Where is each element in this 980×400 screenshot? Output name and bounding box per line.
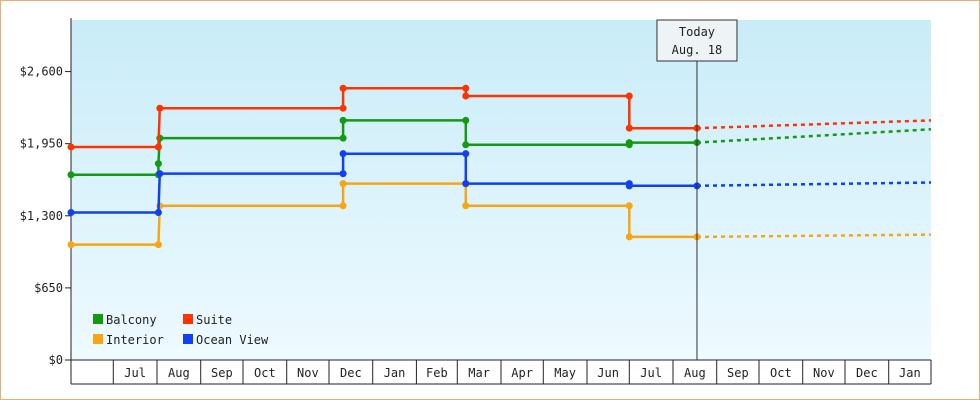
series-forecast-interior (696, 233, 932, 239)
x-tick-label: Nov (813, 366, 835, 380)
x-tick-label: Dec (340, 366, 362, 380)
x-tick-label: Feb (426, 366, 448, 380)
series-lines (67, 84, 932, 249)
data-point (625, 182, 633, 190)
data-point (625, 92, 633, 100)
legend-label: Interior (106, 333, 164, 347)
axes: $0 $650 $1,300 $1,950 $2,600 Jul Aug Sep Oct Nov D… (20, 18, 932, 385)
y-tick-label: $650 (34, 281, 63, 295)
x-tick-label: Nov (297, 366, 319, 380)
data-point (625, 139, 633, 147)
data-point (154, 208, 162, 216)
legend-label: Balcony (106, 313, 157, 327)
data-point (625, 233, 633, 241)
data-point (339, 180, 347, 188)
y-tick-label: $0 (49, 353, 63, 367)
series-forecast-ocean-view (696, 181, 932, 188)
data-point (339, 170, 347, 178)
data-point (154, 160, 162, 168)
x-tick-label: Jul (640, 366, 662, 380)
data-point (339, 84, 347, 92)
x-tick-label: Jan (899, 366, 921, 380)
data-point (339, 202, 347, 210)
x-tick-label: Oct (254, 366, 276, 380)
data-point (67, 208, 75, 216)
x-tick-label: Oct (770, 366, 792, 380)
data-point (462, 180, 470, 188)
data-point (67, 241, 75, 249)
data-point (67, 143, 75, 151)
x-tick-label: Dec (856, 366, 878, 380)
x-tick-label: May (554, 366, 576, 380)
data-point (156, 170, 164, 178)
x-tick-label: Sep (211, 366, 233, 380)
today-label-box (656, 19, 738, 62)
y-tick-label: $1,300 (20, 209, 63, 223)
series-line-interior (71, 182, 697, 246)
data-point (67, 171, 75, 179)
legend-swatch (183, 314, 193, 324)
x-tick-label: Jun (597, 366, 619, 380)
legend-label: Ocean View (196, 333, 269, 347)
legend-label: Suite (196, 313, 232, 327)
y-tick-label: $2,600 (20, 65, 63, 79)
data-point (462, 84, 470, 92)
data-point (156, 104, 164, 112)
data-point (154, 143, 162, 151)
data-point (462, 141, 470, 149)
x-tick-label: Mar (468, 366, 490, 380)
data-point (462, 202, 470, 210)
data-point (462, 92, 470, 100)
data-point (339, 134, 347, 142)
data-point (625, 202, 633, 210)
today-marker: Today Aug. 18 (656, 19, 738, 360)
series-forecast-balcony (696, 128, 932, 144)
data-point (339, 104, 347, 112)
series-line-suite (71, 86, 697, 149)
data-point (462, 150, 470, 158)
series-forecast-suite (696, 119, 932, 130)
legend: Balcony Suite Interior Ocean View (93, 313, 269, 347)
x-tick-label: Aug (168, 366, 190, 380)
y-tick-label: $1,950 (20, 137, 63, 151)
legend-swatch (93, 334, 103, 344)
legend-swatch (93, 314, 103, 324)
data-point (339, 150, 347, 158)
plot-background (71, 20, 931, 360)
x-tick-label: Aug (684, 366, 706, 380)
x-tick-label: Sep (727, 366, 749, 380)
data-point (625, 124, 633, 132)
x-tick-label: Apr (511, 366, 533, 380)
data-point (154, 241, 162, 249)
x-tick-label: Jul (124, 366, 146, 380)
data-point (462, 116, 470, 124)
x-tick-label: Jan (384, 366, 406, 380)
legend-swatch (183, 334, 193, 344)
today-date: Aug. 18 (672, 43, 723, 57)
today-label: Today (679, 25, 715, 39)
data-point (339, 116, 347, 124)
